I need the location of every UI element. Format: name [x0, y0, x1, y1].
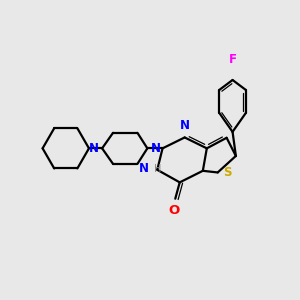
Text: F: F: [229, 53, 237, 66]
Text: N: N: [180, 119, 190, 132]
Text: S: S: [223, 166, 232, 179]
Text: N: N: [88, 142, 98, 155]
Text: O: O: [168, 204, 179, 217]
Text: N: N: [151, 142, 161, 155]
Text: H: H: [154, 164, 161, 174]
Text: N: N: [139, 162, 149, 176]
